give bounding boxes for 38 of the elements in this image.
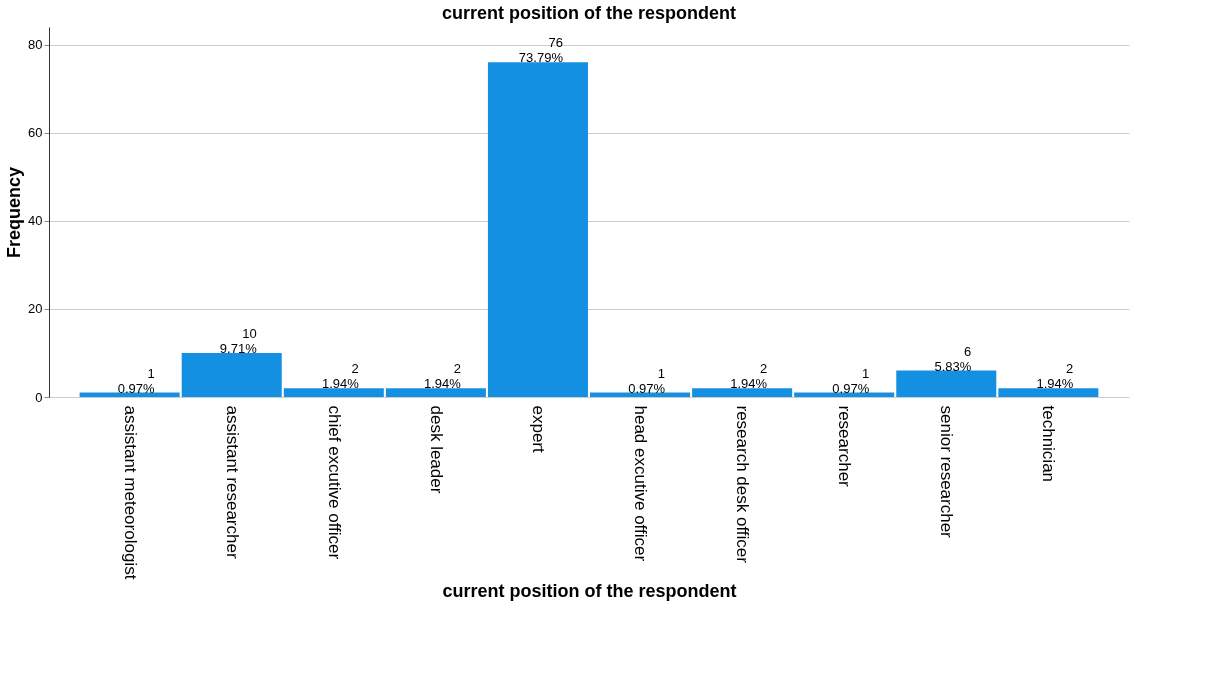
y-tick-label: 20	[28, 301, 43, 317]
data-label: 2 1.94%	[424, 361, 462, 392]
x-axis-title: current position of the respondent	[442, 581, 737, 602]
y-axis-title: Frequency	[4, 166, 25, 259]
data-label: 2 1.94%	[1036, 361, 1074, 392]
data-label: 1 0.97%	[628, 365, 666, 396]
x-tick-label: desk leader	[426, 405, 446, 494]
bar	[181, 352, 282, 397]
x-tick-label: researcher	[835, 405, 855, 488]
y-tick-label: 60	[28, 125, 43, 141]
x-tick-label: assistant researcher	[222, 405, 242, 559]
x-tick-label: technician	[1039, 405, 1059, 483]
bar	[590, 392, 691, 397]
data-label: 76 73.79%	[518, 35, 564, 66]
data-label: 2 1.94%	[321, 361, 360, 392]
x-tick-label: head excutive officer	[631, 405, 651, 562]
bar	[283, 388, 384, 397]
bar	[692, 388, 793, 397]
y-tick-label: 40	[28, 213, 43, 229]
data-label: 10 9.71%	[219, 325, 258, 356]
y-tick-label: 80	[28, 37, 43, 53]
bar	[79, 392, 180, 397]
data-label: 1 0.97%	[117, 365, 156, 396]
bar	[487, 62, 588, 397]
x-tick-label: senior researcher	[937, 405, 957, 539]
x-tick-label: research desk officer	[733, 405, 753, 564]
y-tick-label: 0	[35, 389, 43, 405]
bar	[998, 388, 1099, 397]
data-label: 6 5.83%	[934, 343, 972, 374]
x-tick-label: expert	[528, 405, 548, 454]
bar	[385, 388, 486, 397]
x-tick-label: chief excutive officer	[324, 405, 344, 560]
data-label: 2 1.94%	[730, 361, 768, 392]
data-label: 1 0.97%	[832, 365, 870, 396]
x-tick-label: assistant meteorologist	[120, 405, 140, 580]
bar	[896, 370, 997, 397]
bar	[794, 392, 895, 397]
chart-title: current position of the respondent	[441, 3, 737, 23]
